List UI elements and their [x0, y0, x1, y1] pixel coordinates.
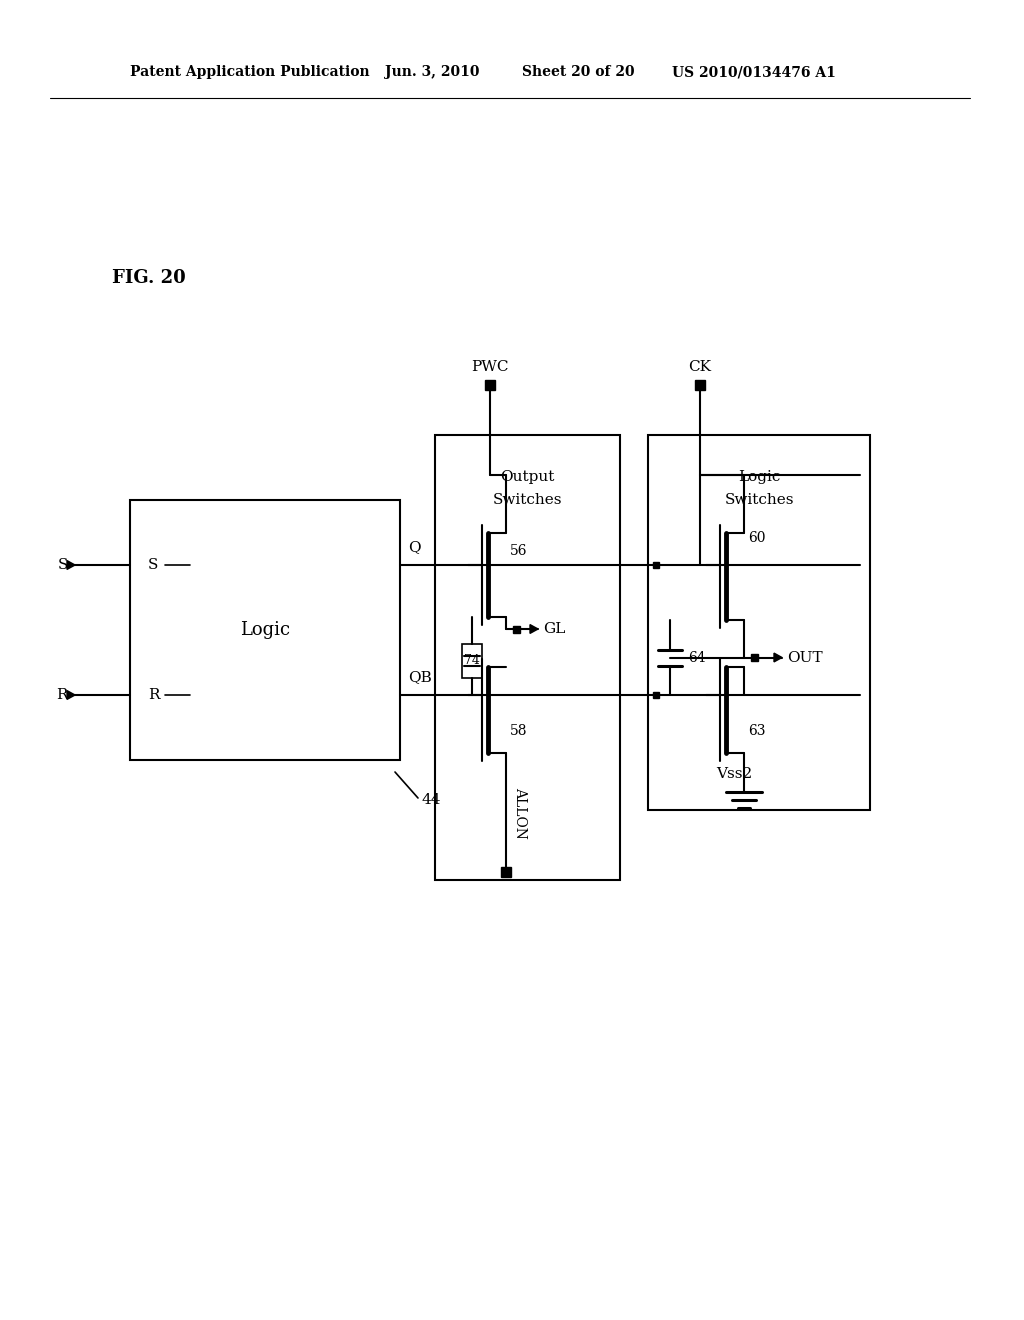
- Text: Patent Application Publication: Patent Application Publication: [130, 65, 370, 79]
- Bar: [653, 692, 659, 698]
- Text: 56: 56: [510, 544, 527, 558]
- Polygon shape: [530, 624, 538, 634]
- Bar: [462, 644, 482, 678]
- Bar: [485, 380, 495, 389]
- Text: R: R: [56, 688, 68, 702]
- Text: 74: 74: [464, 655, 480, 668]
- Text: S: S: [148, 558, 159, 572]
- Text: 64: 64: [688, 651, 706, 664]
- Text: Switches: Switches: [724, 492, 794, 507]
- Text: Logic: Logic: [240, 620, 290, 639]
- Text: FIG. 20: FIG. 20: [112, 269, 185, 286]
- Bar: [653, 562, 659, 568]
- Text: 63: 63: [748, 723, 766, 738]
- Text: Switches: Switches: [493, 492, 562, 507]
- Text: 58: 58: [510, 723, 527, 738]
- Bar: [695, 380, 705, 389]
- Text: Jun. 3, 2010: Jun. 3, 2010: [385, 65, 479, 79]
- Polygon shape: [774, 653, 782, 661]
- Bar: [512, 626, 519, 632]
- Text: Sheet 20 of 20: Sheet 20 of 20: [522, 65, 635, 79]
- Text: R: R: [148, 688, 160, 702]
- Text: ALLON: ALLON: [513, 787, 527, 838]
- Bar: [130, 500, 400, 760]
- Polygon shape: [67, 690, 75, 700]
- Text: Output: Output: [501, 470, 555, 484]
- Text: US 2010/0134476 A1: US 2010/0134476 A1: [672, 65, 836, 79]
- Text: Q: Q: [408, 540, 421, 554]
- Bar: [751, 653, 758, 661]
- Text: OUT: OUT: [787, 651, 822, 664]
- Bar: [435, 436, 620, 880]
- Text: QB: QB: [408, 671, 432, 684]
- Text: Vss2: Vss2: [716, 767, 752, 781]
- Text: CK: CK: [688, 360, 712, 374]
- Bar: [648, 436, 870, 810]
- Bar: [501, 867, 511, 876]
- Text: 60: 60: [748, 531, 766, 545]
- Text: PWC: PWC: [471, 360, 509, 374]
- Text: Logic: Logic: [738, 470, 780, 484]
- Text: GL: GL: [543, 622, 565, 636]
- Text: 44: 44: [422, 793, 441, 807]
- Text: S: S: [57, 558, 68, 572]
- Polygon shape: [67, 561, 75, 569]
